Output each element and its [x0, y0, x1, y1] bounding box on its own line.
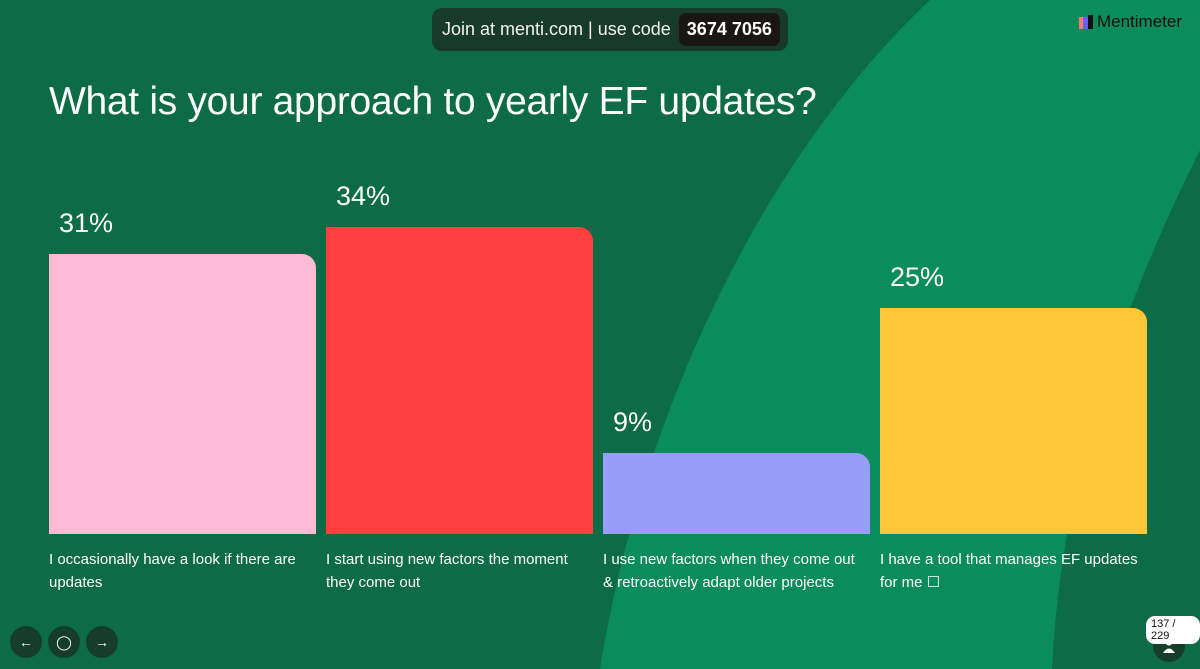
participant-counter: 137 / 229 [1146, 616, 1200, 644]
hint-button[interactable]: ◯ [48, 626, 80, 658]
lightbulb-icon: ◯ [56, 633, 72, 650]
bar-value-label: 31% [59, 208, 114, 239]
bar-value-label: 9% [613, 406, 653, 437]
category-label: I start using new factors the moment the… [326, 551, 568, 591]
bar-value-label: 34% [336, 180, 391, 211]
mentimeter-logo-icon [1078, 15, 1093, 29]
arrow-left-icon: ← [19, 634, 33, 650]
join-code: 3674 7056 [678, 13, 780, 46]
mentimeter-logo: Mentimeter [1078, 12, 1182, 32]
next-button[interactable]: → [86, 626, 118, 658]
bar-0 [49, 254, 316, 534]
category-label: I have a tool that manages EF updates fo… [880, 551, 1138, 591]
previous-button[interactable]: ← [10, 626, 42, 658]
brand-name: Mentimeter [1096, 12, 1182, 31]
bar-3 [880, 308, 1147, 534]
bar-2 [603, 452, 870, 534]
join-text: Join at menti.com | use code [442, 19, 671, 39]
arrow-right-icon: → [95, 634, 109, 650]
bar-value-label: 25% [890, 262, 945, 293]
bar-1 [326, 226, 593, 534]
join-instructions: Join at menti.com | use code 3674 7056 [432, 8, 788, 51]
category-label: I use new factors when they come out & r… [603, 551, 855, 591]
question-title: What is your approach to yearly EF updat… [49, 80, 817, 123]
category-label: I occasionally have a look if there are … [49, 551, 296, 591]
